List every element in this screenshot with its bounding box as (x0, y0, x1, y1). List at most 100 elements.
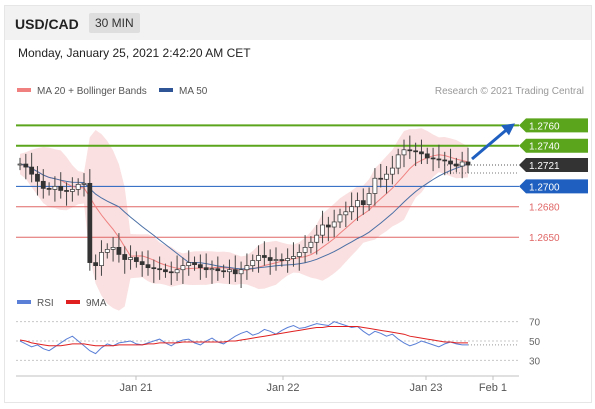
candle-body (139, 261, 145, 265)
candle-body (69, 189, 75, 192)
candle-body (221, 270, 227, 273)
candle-body (389, 167, 395, 175)
candle-body (116, 247, 122, 255)
osc-tick-30: 30 (529, 356, 541, 367)
legend-9ma-swatch (66, 300, 80, 304)
candle-body (366, 193, 372, 206)
candle-body (180, 265, 186, 271)
candle-body (337, 214, 343, 223)
osc-tick-70: 70 (529, 318, 541, 329)
candle-body (145, 264, 151, 269)
candle-body (35, 173, 40, 182)
candle-body (64, 190, 69, 192)
candle-body (110, 247, 116, 250)
x-tick-label: Jan 21 (119, 382, 152, 394)
candle-body (314, 234, 320, 243)
forecast-arrow-head (501, 123, 515, 136)
level-label-1-2650: 1.2650 (529, 233, 560, 244)
candle-body (279, 259, 285, 261)
candle-body (459, 161, 465, 167)
candle-body (46, 188, 52, 190)
level-label-1-2680: 1.2680 (529, 203, 560, 214)
candle-body (99, 252, 104, 266)
candle-body (157, 268, 163, 271)
ma50-line (19, 163, 469, 270)
candle-body (302, 247, 308, 253)
candle-body (378, 177, 384, 180)
candle-body (453, 163, 459, 167)
candle-body (355, 200, 360, 208)
level-tag-1-2740 (519, 138, 588, 153)
legend-ma50-label: MA 50 (179, 86, 208, 97)
candle-body (343, 211, 349, 216)
copyright-text: Research © 2021 Trading Central (435, 86, 584, 97)
candle-body (267, 257, 273, 261)
candle-body (395, 154, 401, 169)
legend-ma20-label: MA 20 + Bollinger Bands (37, 86, 147, 97)
candle-body (93, 262, 99, 266)
level-tag-1-2721 (519, 158, 588, 173)
level-label-1-2740: 1.2740 (529, 142, 560, 153)
candle-body (209, 268, 215, 271)
candle-body (436, 158, 442, 161)
candle-body (81, 182, 87, 185)
candle-body (215, 268, 221, 272)
candle-body (58, 186, 64, 191)
candle-body (261, 255, 267, 258)
candle-body (325, 224, 331, 228)
bollinger-band (20, 128, 468, 311)
chart-datetime: Monday, January 25, 2021 2:42:20 AM CET (18, 46, 251, 60)
candle-body (29, 166, 35, 175)
candle-body (151, 267, 157, 270)
candle-body (244, 265, 250, 271)
candle-body (133, 257, 139, 262)
candle-body (23, 163, 29, 168)
candle-body (227, 269, 232, 273)
candle-body (442, 159, 448, 162)
candle-body (296, 252, 302, 257)
level-tag-1-2760 (519, 118, 588, 133)
timeframe-badge[interactable]: 30 MIN (89, 13, 140, 33)
legend-rsi-label: RSI (37, 298, 54, 309)
ma20-line (19, 154, 469, 271)
candle-body (285, 258, 291, 261)
level-label-1-2760: 1.2760 (529, 121, 560, 132)
candle-body (186, 262, 192, 266)
legend-ma20-swatch (17, 88, 31, 92)
candle-body (197, 264, 203, 269)
symbol-title: USD/CAD (15, 16, 79, 32)
level-tag-1-2700 (519, 179, 588, 194)
x-tick-label: Jan 23 (409, 382, 442, 394)
chart-header: USD/CAD 30 MIN (5, 6, 591, 40)
candle-body (192, 262, 197, 265)
nine-ma-line (19, 326, 468, 347)
candle-body (331, 221, 337, 228)
candle-body (384, 173, 389, 180)
level-label-1-2700: 1.2700 (529, 182, 560, 193)
candle-body (87, 182, 93, 263)
candle-body (174, 269, 180, 274)
candle-body (308, 241, 314, 248)
candle-body (256, 255, 261, 261)
candle-body (238, 269, 244, 275)
candle-body (17, 163, 23, 166)
x-tick-label: Feb 1 (479, 382, 507, 394)
rsi-line (19, 321, 468, 355)
candle-body (448, 160, 453, 165)
candle-body (104, 249, 110, 253)
candle-body (360, 200, 366, 206)
candle-body (52, 186, 58, 190)
candle-body (75, 183, 81, 190)
candle-body (413, 150, 419, 153)
legend-9ma-label: 9MA (86, 298, 107, 309)
candle-body (203, 267, 209, 271)
osc-tick-50: 50 (529, 337, 541, 348)
candle-body (349, 206, 355, 213)
candle-body (372, 177, 378, 194)
candle-body (250, 260, 256, 266)
legend-ma50-swatch (159, 88, 173, 92)
candle-body (320, 224, 325, 236)
candle-body (424, 153, 430, 159)
candle-body (122, 254, 128, 260)
